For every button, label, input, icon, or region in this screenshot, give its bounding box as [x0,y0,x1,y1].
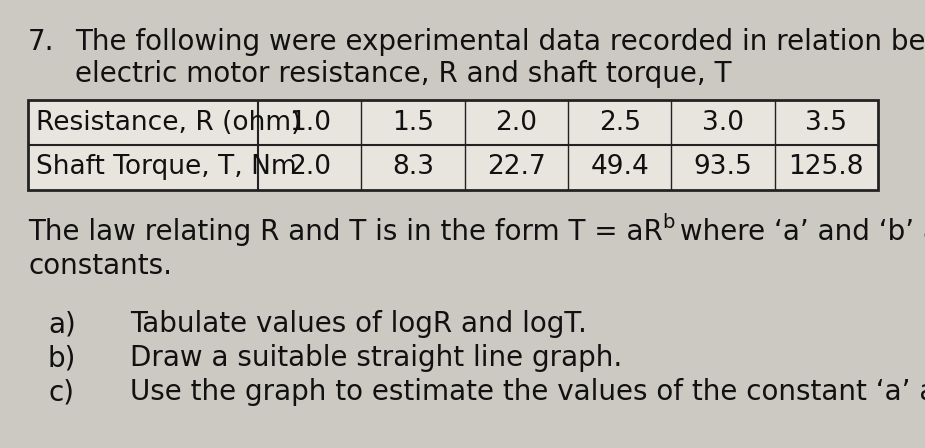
Text: 93.5: 93.5 [694,155,752,181]
Text: Shaft Torque, T, Nm: Shaft Torque, T, Nm [36,155,297,181]
Text: 7.: 7. [28,28,55,56]
Text: where ‘a’ and ‘b’ are: where ‘a’ and ‘b’ are [672,218,925,246]
Text: Use the graph to estimate the values of the constant ‘a’ and ‘b’: Use the graph to estimate the values of … [130,378,925,406]
Text: b): b) [48,344,77,372]
Text: constants.: constants. [28,252,172,280]
Text: a): a) [48,310,76,338]
Text: 1.0: 1.0 [289,109,330,135]
Text: 22.7: 22.7 [487,155,546,181]
Text: 2.0: 2.0 [289,155,330,181]
Text: Tabulate values of logR and logT.: Tabulate values of logR and logT. [130,310,586,338]
Text: Draw a suitable straight line graph.: Draw a suitable straight line graph. [130,344,623,372]
Text: 2.5: 2.5 [598,109,641,135]
Text: 49.4: 49.4 [590,155,649,181]
Text: c): c) [48,378,74,406]
Text: electric motor resistance, R and shaft torque, T: electric motor resistance, R and shaft t… [75,60,732,88]
Text: 3.5: 3.5 [806,109,847,135]
Text: 2.0: 2.0 [495,109,537,135]
Text: The following were experimental data recorded in relation between: The following were experimental data rec… [75,28,925,56]
Text: b: b [662,213,675,232]
Text: 125.8: 125.8 [789,155,864,181]
Text: 8.3: 8.3 [392,155,434,181]
Bar [28,100,878,190]
Text: The law relating R and T is in the form T = aR: The law relating R and T is in the form … [28,218,662,246]
Text: 3.0: 3.0 [702,109,744,135]
Text: Resistance, R (ohm): Resistance, R (ohm) [36,109,302,135]
Text: 1.5: 1.5 [392,109,434,135]
